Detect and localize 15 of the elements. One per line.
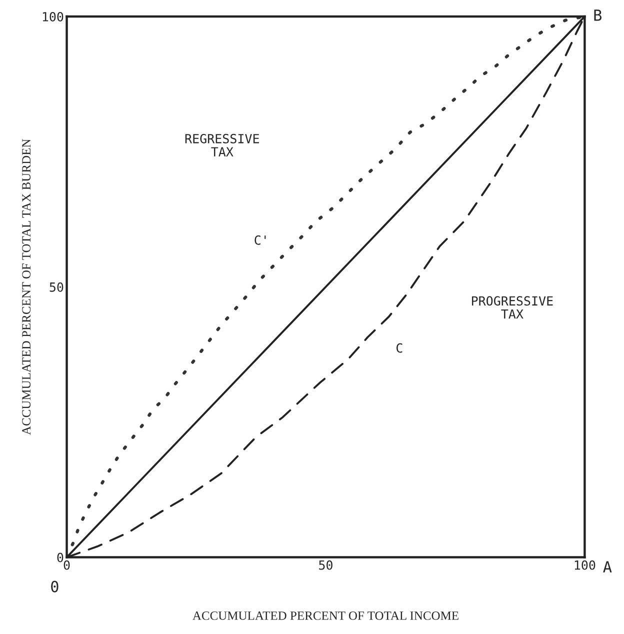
y-tick-label: 100 — [42, 12, 64, 22]
y-tick-label: 0 — [57, 552, 64, 562]
annotation: B — [594, 10, 602, 21]
annotation: C' — [254, 235, 266, 245]
x-tick-label: 50 — [319, 560, 332, 570]
x-axis-title: ACCUMULATED PERCENT OF TOTAL INCOME — [192, 612, 458, 620]
x-tick-label: 100 — [574, 560, 596, 570]
annotation: PROGRESSIVE TAX — [472, 296, 553, 319]
y-axis-title: ACCUMULATED PERCENT OF TOTAL TAX BURDEN — [22, 139, 31, 435]
x-tick-label: 0 — [64, 560, 70, 570]
annotation: C — [396, 343, 402, 353]
y-tick-label: 50 — [50, 282, 64, 292]
annotation: REGRESSIVE TAX — [185, 134, 259, 156]
line-series — [66, 16, 585, 558]
text: A — [603, 561, 612, 572]
